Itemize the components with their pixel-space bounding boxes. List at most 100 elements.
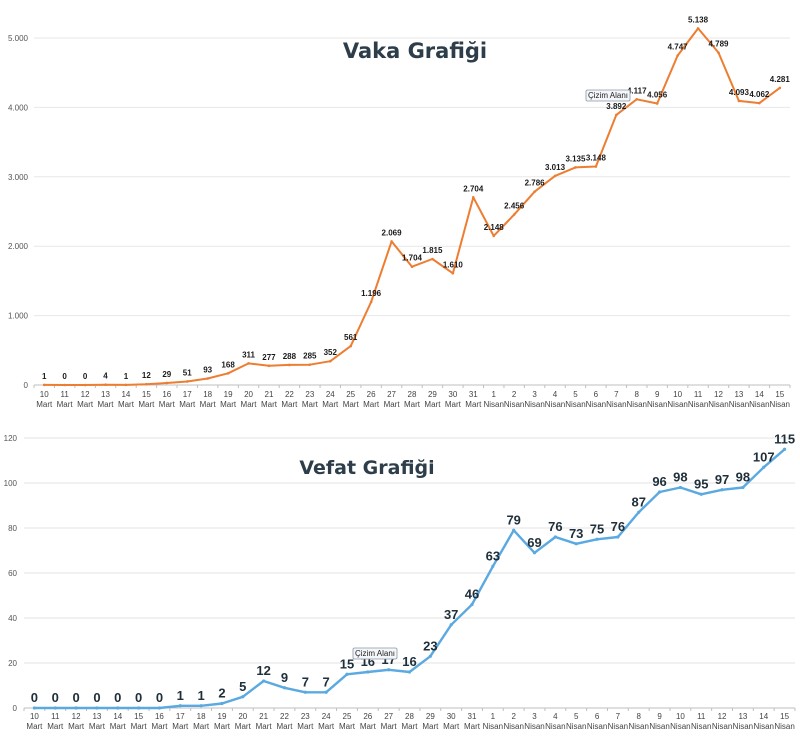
vaka-data-point[interactable] — [247, 362, 250, 365]
vaka-data-point[interactable] — [451, 271, 455, 275]
vaka-data-label: 4.789 — [708, 40, 729, 49]
vefat-data-point[interactable] — [345, 672, 349, 676]
vaka-data-point[interactable] — [512, 213, 516, 216]
vefat-data-point[interactable] — [137, 706, 141, 710]
vaka-chart[interactable]: 01.0002.0003.0004.0005.00010Mart11Mart12… — [8, 15, 791, 409]
vaka-data-point[interactable] — [492, 234, 496, 238]
vaka-data-point[interactable] — [267, 364, 271, 368]
vaka-data-point[interactable] — [145, 382, 148, 386]
vefat-data-point[interactable] — [616, 535, 620, 539]
vefat-data-point[interactable] — [428, 654, 432, 658]
vefat-data-point[interactable] — [199, 704, 203, 708]
vefat-tooltip-box — [352, 647, 398, 660]
vefat-data-point[interactable] — [532, 551, 537, 555]
vaka-xtick-day: 8 — [635, 390, 640, 399]
vaka-data-point[interactable] — [349, 344, 353, 348]
vefat-data-label: 23 — [423, 638, 437, 653]
vaka-data-point[interactable] — [553, 174, 557, 178]
vaka-data-point[interactable] — [124, 383, 128, 387]
vefat-data-point[interactable] — [762, 465, 766, 469]
vaka-data-point[interactable] — [369, 300, 373, 304]
vaka-data-point[interactable] — [758, 101, 761, 105]
vaka-data-point[interactable] — [206, 377, 209, 380]
vaka-data-point[interactable] — [676, 54, 679, 57]
vefat-data-point[interactable] — [595, 537, 599, 541]
vaka-data-point[interactable] — [104, 383, 107, 387]
vaka-data-point[interactable] — [63, 383, 66, 387]
vaka-xtick-month: Mart — [57, 400, 74, 409]
vaka-data-point[interactable] — [83, 383, 87, 387]
vefat-ytick-label: 100 — [4, 479, 18, 488]
vefat-data-point[interactable] — [366, 670, 370, 674]
vefat-data-point[interactable] — [116, 706, 120, 710]
vefat-xtick-month: Mart — [443, 722, 460, 731]
vefat-data-label: 0 — [114, 690, 121, 705]
vefat-xtick-day: 13 — [738, 712, 747, 721]
vefat-xtick-month: Mart — [276, 722, 293, 731]
vefat-data-point[interactable] — [303, 690, 307, 694]
vefat-data-point[interactable] — [470, 602, 474, 607]
vaka-data-point[interactable] — [390, 240, 393, 243]
vefat-data-point[interactable] — [741, 485, 745, 490]
vaka-data-point[interactable] — [594, 165, 598, 168]
vefat-data-point[interactable] — [657, 490, 662, 494]
vefat-data-point[interactable] — [74, 706, 78, 710]
vaka-data-point[interactable] — [410, 265, 414, 269]
vefat-data-point[interactable] — [157, 706, 162, 710]
vefat-data-point[interactable] — [637, 510, 641, 514]
vefat-data-point[interactable] — [678, 485, 682, 490]
vefat-data-point[interactable] — [449, 623, 453, 627]
vefat-xtick-month: Nisan — [733, 722, 753, 731]
vefat-data-point[interactable] — [282, 686, 287, 690]
vefat-data-point[interactable] — [512, 528, 516, 532]
vefat-data-point[interactable] — [53, 706, 57, 710]
vefat-xtick-month: Mart — [360, 722, 377, 731]
vefat-data-point[interactable] — [574, 542, 578, 546]
vaka-data-point[interactable] — [696, 27, 700, 30]
vefat-data-point[interactable] — [720, 488, 724, 492]
vaka-data-point[interactable] — [778, 86, 782, 90]
vaka-data-label: 168 — [221, 360, 235, 369]
vaka-data-point[interactable] — [615, 113, 618, 117]
vefat-data-point[interactable] — [407, 670, 412, 674]
vefat-data-point[interactable] — [491, 564, 495, 568]
vaka-data-point[interactable] — [737, 99, 741, 103]
vefat-data-point[interactable] — [387, 668, 391, 672]
vefat-data-point[interactable] — [553, 535, 557, 539]
vaka-data-point[interactable] — [308, 363, 312, 366]
vaka-data-point[interactable] — [328, 359, 332, 363]
vefat-data-label: 95 — [694, 476, 708, 491]
vaka-data-point[interactable] — [42, 383, 46, 387]
vaka-data-point[interactable] — [574, 166, 577, 169]
vaka-data-point[interactable] — [635, 97, 639, 101]
vefat-xtick-month: Mart — [339, 722, 356, 731]
vaka-data-point[interactable] — [288, 363, 291, 367]
vefat-data-point[interactable] — [178, 704, 182, 708]
vaka-xtick-month: Mart — [77, 400, 94, 409]
vefat-data-point[interactable] — [699, 492, 703, 496]
vaka-data-point[interactable] — [717, 51, 720, 54]
vefat-data-point[interactable] — [220, 701, 224, 706]
vefat-xtick-day: 28 — [405, 712, 414, 721]
vefat-data-label: 12 — [256, 663, 270, 678]
vefat-data-point[interactable] — [782, 447, 787, 451]
vaka-data-point[interactable] — [431, 257, 434, 261]
vefat-data-point[interactable] — [324, 690, 328, 694]
vefat-ytick-label: 20 — [8, 659, 17, 668]
vaka-data-point[interactable] — [226, 372, 230, 375]
vaka-data-point[interactable] — [165, 381, 169, 385]
vefat-xtick-day: 21 — [259, 712, 268, 721]
vefat-data-point[interactable] — [241, 695, 245, 699]
vaka-ytick-label: 0 — [24, 381, 29, 390]
vefat-data-point[interactable] — [32, 706, 37, 710]
vefat-data-label: 98 — [673, 470, 687, 485]
vefat-xtick-month: Mart — [26, 722, 43, 731]
vefat-data-point[interactable] — [262, 679, 266, 683]
vefat-data-point[interactable] — [95, 706, 99, 710]
vaka-data-point[interactable] — [655, 102, 659, 105]
vaka-data-point[interactable] — [471, 196, 475, 199]
vefat-ytick-label: 60 — [8, 569, 17, 578]
vefat-chart[interactable]: 02040608010012010Mart11Mart12Mart13Mart1… — [4, 431, 796, 731]
vaka-data-point[interactable] — [533, 190, 536, 193]
vaka-data-point[interactable] — [185, 380, 189, 383]
